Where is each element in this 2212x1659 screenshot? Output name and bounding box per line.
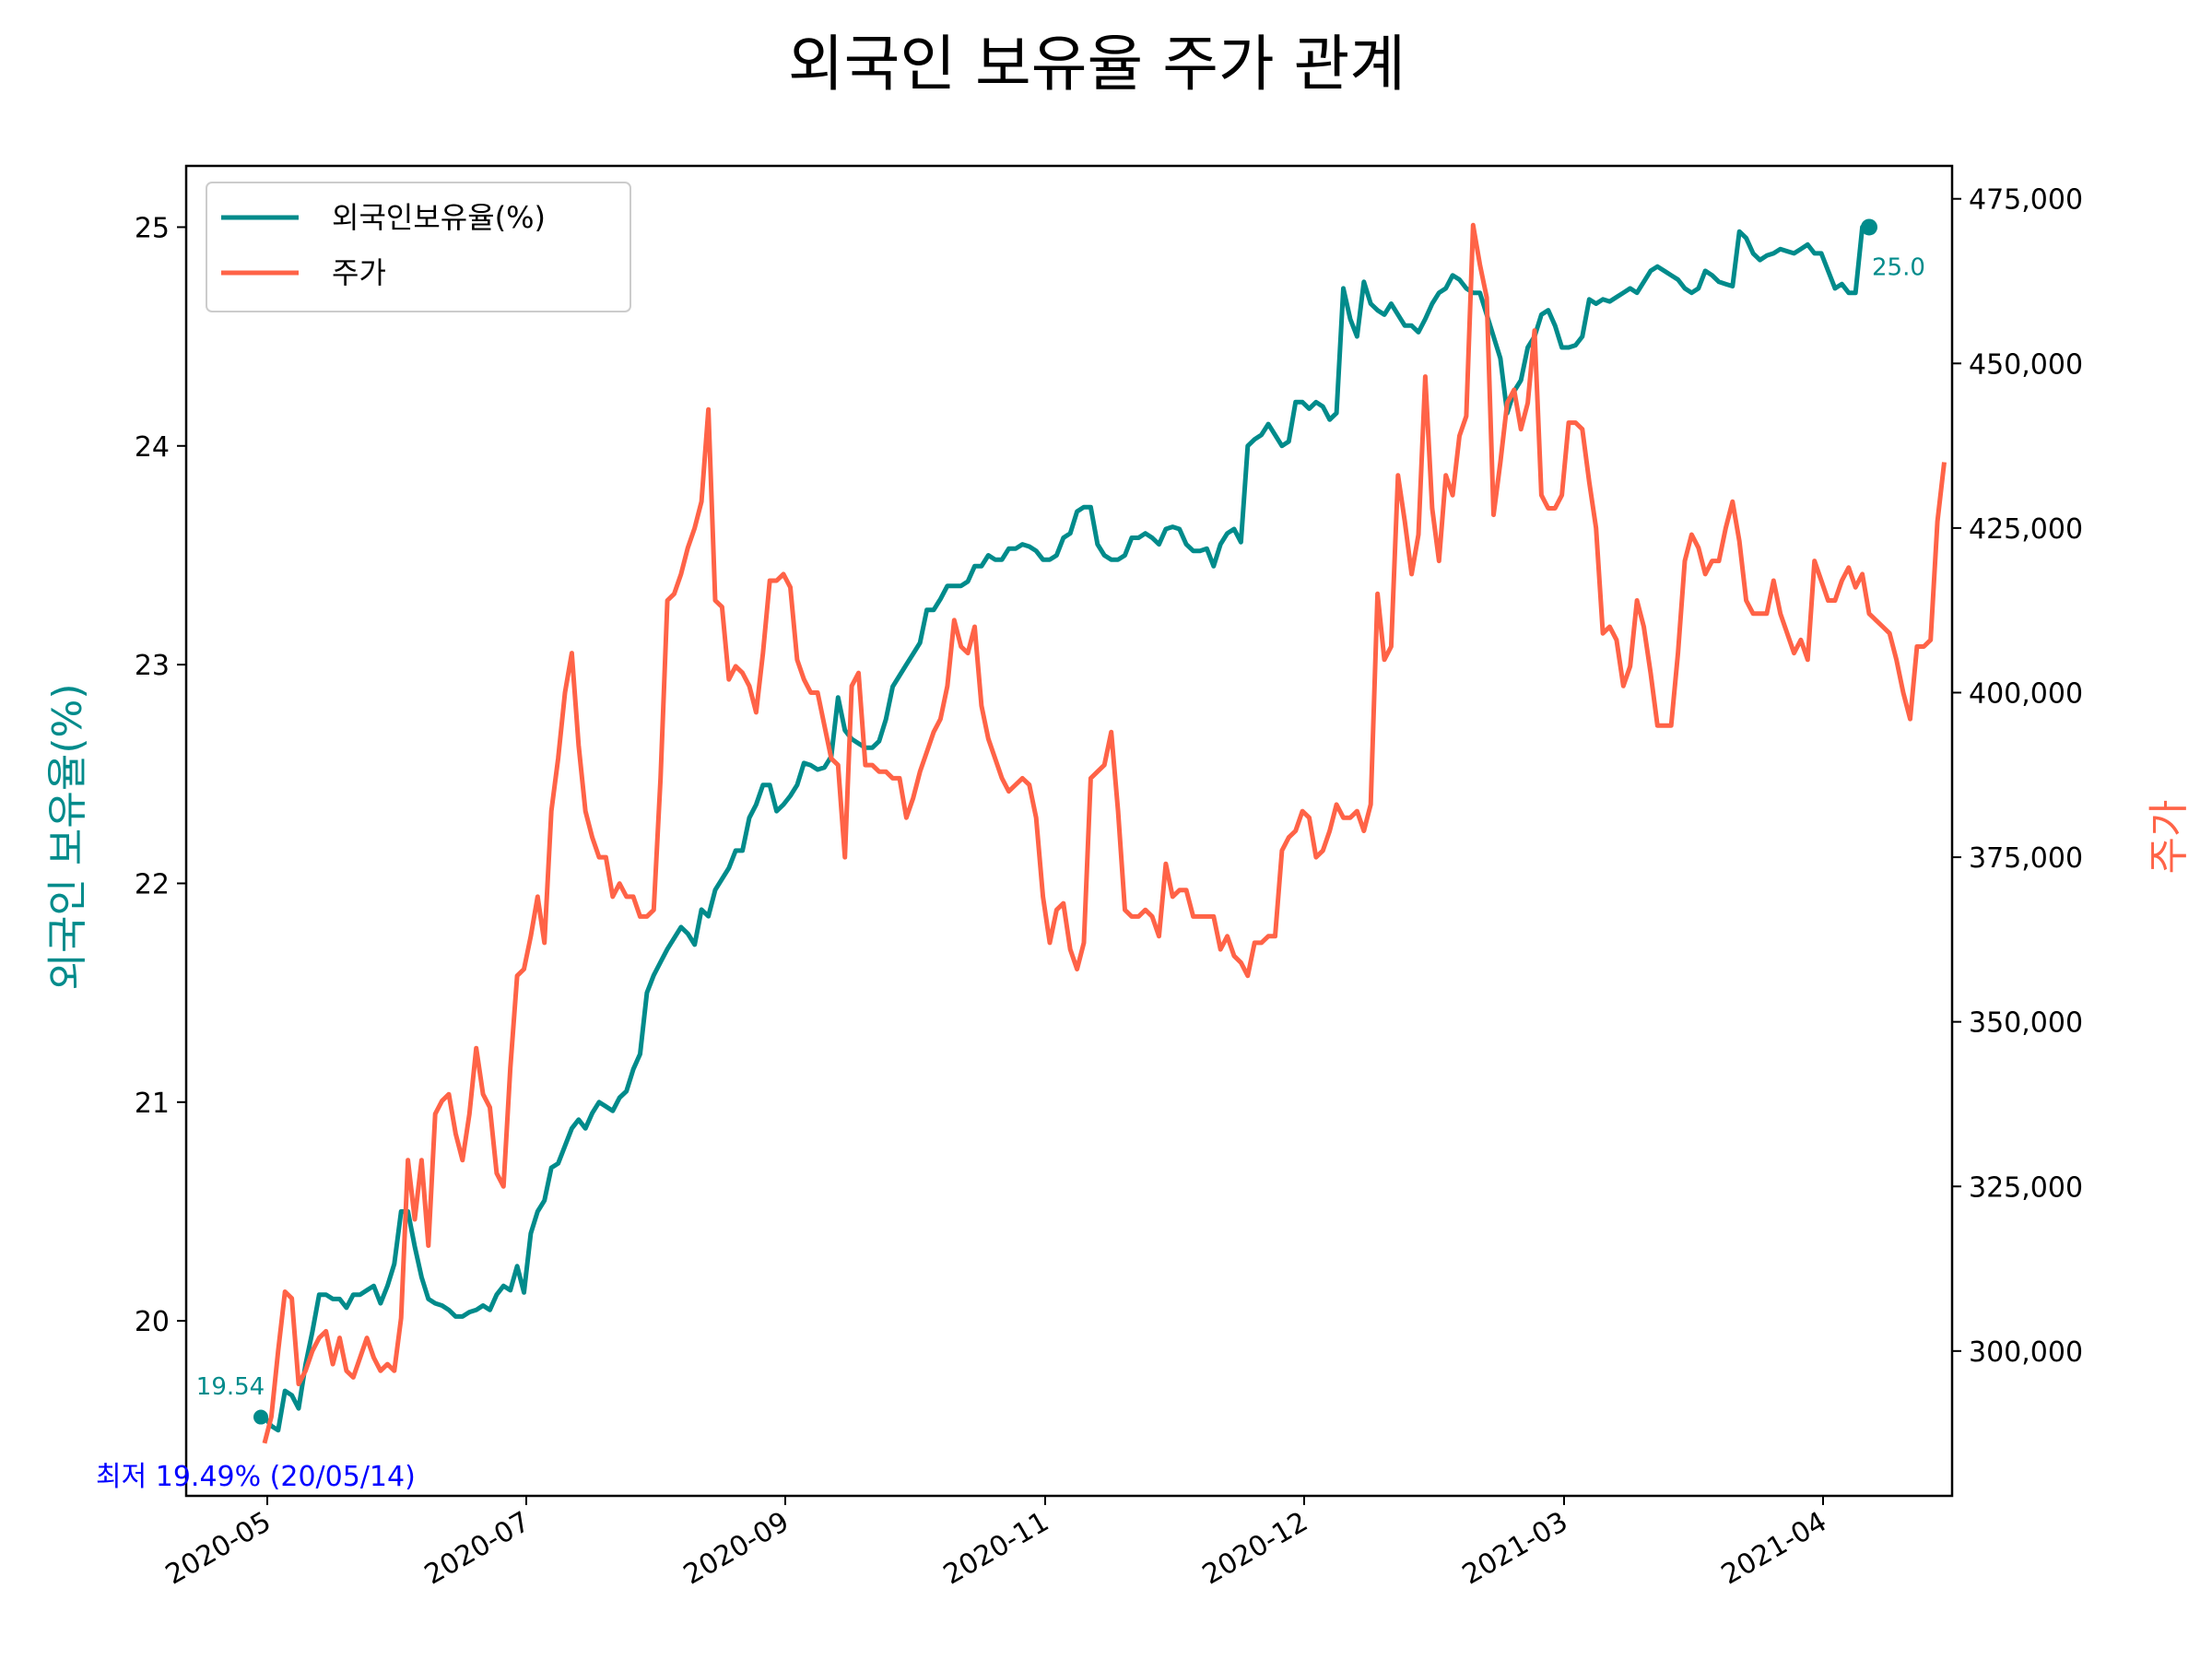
left-y-axis: 20 21 22 23 24 25 xyxy=(135,212,186,1338)
left-axis-label: 외국인 보유율(%) xyxy=(44,683,91,990)
left-tick-label: 25 xyxy=(135,212,170,244)
right-axis-label: 주가 xyxy=(2146,800,2193,875)
x-axis: 2020-05 2020-07 2020-09 2020-11 2020-12 2021-… xyxy=(160,1496,1832,1592)
legend-label-foreign: 외국인보유율(%) xyxy=(332,200,546,235)
left-tick-label: 20 xyxy=(135,1306,170,1338)
x-tick-label: 2020-07 xyxy=(419,1506,535,1592)
plot-frame xyxy=(184,164,1954,1498)
right-tick-label: 350,000 xyxy=(1969,1007,2083,1040)
right-tick-label: 425,000 xyxy=(1969,513,2083,546)
annotation-layer: 19.54 25.0 최저 19.49% (20/05/14) xyxy=(96,218,1925,1493)
left-tick-label: 22 xyxy=(135,868,170,900)
series-layer xyxy=(262,222,1947,1444)
left-tick-label: 24 xyxy=(135,431,170,464)
x-tick-label: 2021-03 xyxy=(1457,1506,1573,1592)
left-tick-label: 21 xyxy=(135,1088,170,1120)
right-tick-label: 450,000 xyxy=(1969,348,2083,381)
right-tick-label: 475,000 xyxy=(1969,184,2083,217)
right-y-axis: 300,000 325,000 350,000 375,000 400,000 425,0… xyxy=(1952,184,2083,1369)
right-tick-label: 375,000 xyxy=(1969,842,2083,875)
plot-area xyxy=(184,164,1954,1498)
right-tick-label: 400,000 xyxy=(1969,677,2083,710)
legend-box xyxy=(206,182,631,312)
start-value-label: 19.54 xyxy=(196,1373,265,1401)
x-tick-label: 2021-04 xyxy=(1716,1506,1832,1592)
end-value-label: 25.0 xyxy=(1872,253,1925,281)
right-tick-label: 325,000 xyxy=(1969,1171,2083,1204)
min-value-label: 최저 19.49% (20/05/14) xyxy=(96,1461,416,1493)
x-tick-label: 2020-05 xyxy=(160,1506,276,1592)
x-tick-label: 2020-11 xyxy=(938,1506,1054,1592)
right-tick-label: 300,000 xyxy=(1969,1336,2083,1369)
end-point-marker xyxy=(1861,218,1877,236)
legend-label-price: 주가 xyxy=(332,255,386,290)
series-line-price xyxy=(262,222,1947,1444)
start-point-marker xyxy=(253,1409,268,1425)
legend: 외국인보유율(%) 주가 xyxy=(206,182,631,312)
chart-title: 외국인 보유율 주가 관계 xyxy=(788,29,1406,100)
series-line-foreign xyxy=(263,225,1869,1433)
left-tick-label: 23 xyxy=(135,650,170,682)
x-tick-label: 2020-09 xyxy=(678,1506,794,1592)
x-tick-label: 2020-12 xyxy=(1197,1506,1313,1592)
